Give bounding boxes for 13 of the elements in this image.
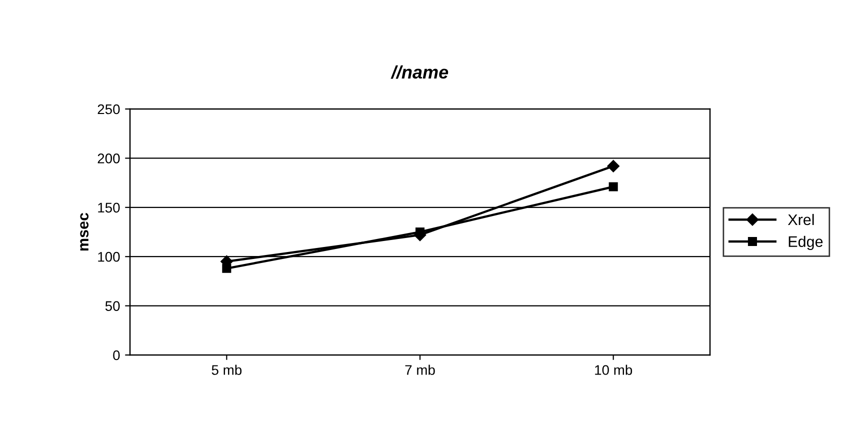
y-tick-label: 50	[105, 301, 120, 311]
x-tick-label: 10 mb	[595, 364, 632, 375]
y-axis-title: msec	[80, 212, 89, 251]
legend-label: Edge	[788, 236, 823, 250]
y-tick-label: 150	[98, 202, 120, 213]
y-tick-label: 0	[113, 350, 120, 360]
y-tick-label: 200	[98, 154, 120, 164]
y-tick-label: 250	[98, 104, 120, 114]
y-tick-label: 100	[98, 252, 120, 262]
legend-label: Xrel	[788, 214, 814, 226]
x-tick-label: 5 mb	[212, 364, 242, 375]
x-tick-label: 7 mb	[405, 364, 435, 375]
chart-title: //name	[390, 65, 448, 79]
